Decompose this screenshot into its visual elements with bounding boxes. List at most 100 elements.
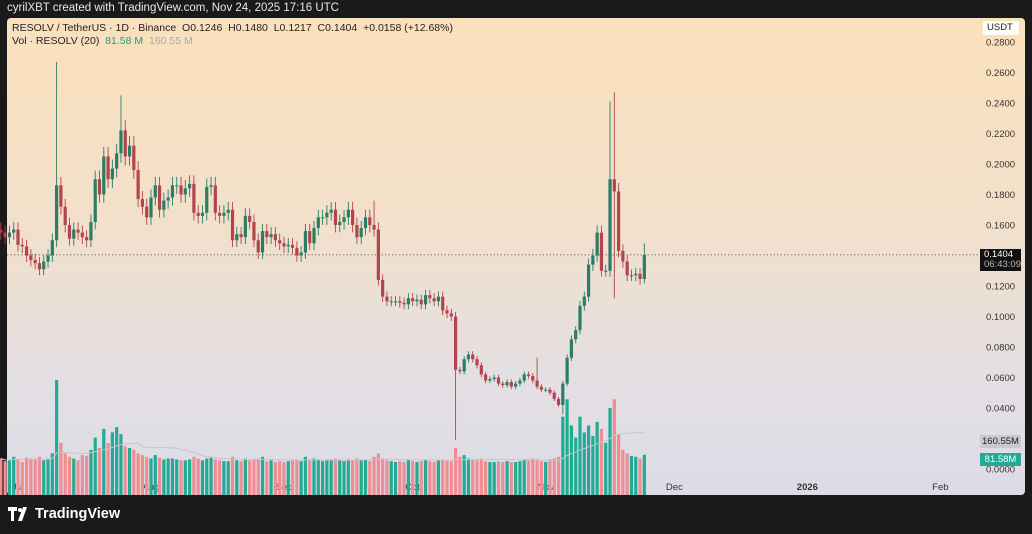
- volume-bar: [453, 448, 458, 495]
- candle-body: [351, 209, 355, 225]
- volume-bar: [342, 461, 346, 495]
- volume-bar: [346, 459, 350, 495]
- volume-bar: [67, 456, 72, 495]
- candle: [59, 176, 63, 215]
- candle-body: [505, 382, 509, 386]
- candle: [428, 289, 432, 304]
- candle: [63, 198, 67, 233]
- candle: [67, 217, 72, 246]
- candle: [419, 294, 423, 310]
- volume-bar: [595, 421, 599, 495]
- volume-bar: [50, 453, 54, 495]
- x-tick-label: Dec: [666, 482, 683, 493]
- volume-bar: [12, 456, 16, 495]
- candle-body: [72, 229, 76, 239]
- candle: [381, 274, 385, 302]
- candle: [496, 374, 501, 387]
- candle-body: [316, 217, 320, 229]
- volume-bar: [642, 454, 646, 495]
- candle: [423, 289, 428, 310]
- volume-bar: [522, 459, 526, 495]
- candle-body: [149, 197, 153, 218]
- candle: [183, 179, 187, 203]
- candle-body: [531, 375, 535, 381]
- candle: [106, 146, 110, 188]
- candle: [162, 192, 166, 218]
- candle: [514, 381, 518, 390]
- candle: [286, 238, 290, 254]
- volume-bar: [145, 456, 149, 495]
- candle-body: [29, 255, 33, 261]
- candle: [97, 170, 102, 203]
- volume-bar: [157, 457, 162, 495]
- candle: [218, 205, 222, 224]
- chart-panel[interactable]: [7, 18, 1025, 495]
- candle-body: [222, 212, 226, 216]
- candle: [235, 227, 239, 248]
- volume-bar: [617, 434, 621, 495]
- y-tick-label: 0.2600: [986, 68, 1015, 79]
- volume-bar: [76, 460, 80, 495]
- candle: [205, 178, 209, 221]
- candle: [192, 175, 196, 221]
- candle-body: [621, 250, 625, 262]
- candle-body: [226, 209, 230, 213]
- volume-bar: [179, 460, 183, 495]
- volume-bar: [239, 461, 243, 495]
- volume-bar: [192, 456, 196, 495]
- volume-bar: [213, 459, 217, 495]
- candle-body: [33, 260, 37, 264]
- candle-body: [492, 377, 496, 380]
- ohlc-high: H0.1480: [228, 22, 268, 34]
- y-tick-label: 0.1000: [986, 312, 1015, 323]
- volume-title[interactable]: Vol · RESOLV (20): [12, 35, 100, 47]
- candle-body: [63, 206, 67, 225]
- volume-bar: [402, 462, 406, 495]
- candle-body: [406, 298, 410, 305]
- volume-bar: [518, 461, 522, 495]
- volume-bar: [372, 456, 376, 495]
- candle-body: [312, 228, 316, 244]
- candle-body: [248, 215, 252, 222]
- symbol-title[interactable]: RESOLV / TetherUS · 1D · Binance: [12, 22, 177, 34]
- tradingview-logo[interactable]: TradingView: [8, 506, 120, 522]
- candle-body: [80, 232, 84, 238]
- candle-body: [346, 209, 350, 218]
- candle-body: [119, 130, 123, 154]
- candle-body: [453, 316, 458, 370]
- candle-body: [290, 244, 295, 248]
- candle: [462, 355, 466, 375]
- candle-body: [462, 359, 466, 372]
- volume-bar: [599, 428, 604, 495]
- volume-bar: [325, 460, 329, 495]
- volume-bar: [329, 459, 333, 495]
- candle-body: [50, 240, 54, 256]
- candle: [484, 371, 488, 384]
- volume-bar: [123, 446, 127, 495]
- volume-bar: [282, 462, 286, 495]
- candle: [239, 227, 243, 245]
- currency-button[interactable]: USDT: [983, 21, 1019, 35]
- candle: [12, 222, 16, 240]
- volume-bar: [16, 459, 20, 495]
- candle: [574, 326, 578, 344]
- volume-bar: [556, 456, 561, 495]
- candle-body: [256, 240, 260, 253]
- candle-body: [411, 298, 415, 302]
- candle: [595, 225, 599, 262]
- volume-bar: [552, 458, 556, 495]
- candle-body: [522, 374, 526, 381]
- volume-bar: [548, 459, 552, 495]
- y-tick-label: 0.2400: [986, 99, 1015, 110]
- volume-bar: [37, 456, 42, 495]
- candle-body: [578, 305, 582, 331]
- candle-body: [157, 185, 162, 210]
- volume-bar: [312, 458, 316, 495]
- candle-body: [484, 374, 488, 381]
- candle-body: [260, 231, 265, 253]
- candle: [295, 241, 299, 262]
- candle: [475, 355, 479, 369]
- volume-bar: [462, 455, 466, 495]
- candle-body: [183, 188, 187, 195]
